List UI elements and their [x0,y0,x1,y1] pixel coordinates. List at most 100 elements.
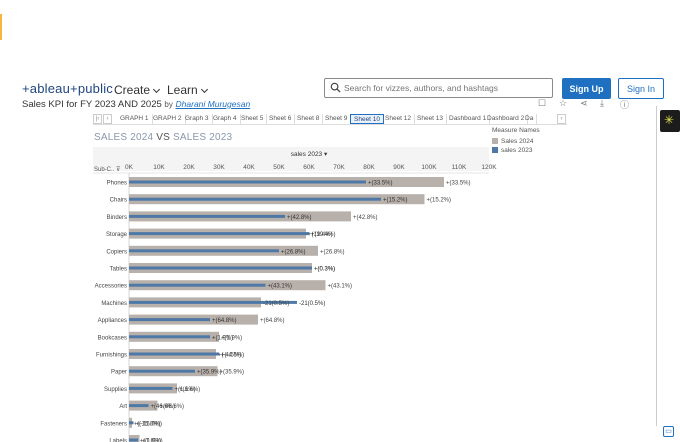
bar-sales-2023 [129,300,297,304]
data-label-2024: +(-4.5%) [218,353,241,359]
x-tick-label: 110K [452,164,467,171]
search-input[interactable] [344,81,549,95]
bar-sales-2023 [129,214,285,218]
tab-sheet-13[interactable]: Sheet 13 [414,114,448,124]
search-box[interactable] [324,78,553,98]
bar-sales-2024 [129,297,261,308]
top-navigation: +ableau+public Create Learn Sign Up Sign… [0,72,680,106]
sign-in-button[interactable]: Sign In [618,78,664,99]
tab-graph-1[interactable]: GRAPH 1 [117,114,153,124]
bar-sales-2024 [129,280,326,291]
data-label-2024: +(1.9%) [221,335,242,341]
x-tick-label: 20K [183,164,195,171]
sparkle-icon: ✳ [664,113,675,127]
data-label-2023: +(19.4%) [311,232,336,238]
author-link[interactable]: Dharani Murugesan [175,99,251,109]
tab-da[interactable]: Da [522,114,538,124]
legend-label: Sales 2024 [501,138,534,145]
bar-sales-2024 [129,314,258,325]
bar-sales-2023 [129,404,149,408]
tab-sheet-8[interactable]: Sheet 8 [294,114,324,124]
viz-divider [656,106,657,426]
toolbar-icon[interactable]: ▭ [663,426,674,437]
bar-sales-2023 [129,421,134,425]
bar-sales-2024 [129,228,306,239]
data-label-2023: +(33.5%) [368,181,393,187]
bar-sales-2023 [129,180,366,184]
x-tick-label: 100K [421,164,437,171]
data-label-2023: +(1.9%) [212,335,233,341]
data-label-2024: +(64.8%) [260,318,285,324]
tab-graph-2[interactable]: GRAPH 2 [150,114,186,124]
legend-item[interactable]: sales 2023 [492,146,540,155]
bar-sales-2023 [129,283,266,287]
category-label: Copiers [106,249,127,255]
data-label-2024: +(26.8%) [320,249,345,255]
bar-sales-2024 [129,383,177,394]
data-label-2023: +(64.8%) [212,318,237,324]
learn-menu[interactable]: Learn [167,83,208,97]
search-icon [330,82,341,93]
data-label-2023: +(26.8%) [281,249,306,255]
next-tab-icon[interactable]: › [557,114,566,124]
tab-sheet-10[interactable]: Sheet 10 [350,114,385,124]
category-label: Binders [107,215,127,221]
data-label-2024: +(1.6%) [179,387,200,393]
chart-title-part1: SALES 2024 [94,132,154,143]
sign-up-button[interactable]: Sign Up [562,78,611,99]
category-label: Supplies [104,387,127,393]
bar-sales-2023 [129,232,309,236]
x-tick-label: 90K [393,164,405,171]
tab-sheet-9[interactable]: Sheet 9 [322,114,352,124]
by-label: by [164,100,173,109]
data-label-2024: -21(0.5%) [263,301,289,307]
bar-sales-2024 [129,435,140,442]
star-icon[interactable]: ☆ [559,98,568,108]
data-label-2023: +(0.3%) [314,267,335,273]
bar-sales-2023 [129,438,138,442]
category-label: Fasteners [100,421,127,427]
x-axis-title: sales 2023 ▾ [291,151,328,158]
tab-sheet-6[interactable]: Sheet 6 [266,114,296,124]
bar-sales-2024 [129,194,425,205]
tab-graph-3[interactable]: Graph 3 [182,114,213,124]
legend: Measure Names Sales 2024 sales 2023 [492,127,540,155]
feedback-button[interactable]: ✳ [660,110,680,132]
share-icon[interactable]: ⋖ [580,98,588,108]
accent-bar [0,14,2,40]
favorite-icon[interactable]: ☐ [538,98,547,108]
first-tab-icon[interactable]: |‹ [93,114,102,124]
create-menu[interactable]: Create [114,83,161,97]
chart-title-part2: SALES 2023 [172,132,233,143]
data-label-2024: +(1.6%) [142,439,163,442]
bar-sales-2023 [129,335,210,339]
tab-sheet-5[interactable]: Sheet 5 [238,114,268,124]
x-tick-label: 60K [303,164,315,171]
legend-item[interactable]: Sales 2024 [492,137,540,146]
bar-sales-2023 [129,249,279,253]
download-icon[interactable]: ⤓ [600,98,604,108]
legend-swatch [492,147,498,153]
data-label-2024: +(33.5%) [446,181,471,187]
prev-tab-icon[interactable]: ‹ [103,114,112,124]
category-label: Paper [111,370,127,376]
data-label-2024: +(42.8%) [353,215,378,221]
chart-title-vs: VS [156,132,170,143]
tab-dashboard-2[interactable]: Dashboard 2 [484,114,529,124]
bar-sales-2023 [129,266,312,270]
tab-graph-4[interactable]: Graph 4 [210,114,241,124]
info-icon[interactable]: ⓘ [620,100,630,110]
tab-dashboard-1[interactable]: Dashboard 1 [446,114,491,124]
data-label-2023: +(-4.5%) [221,353,244,359]
tableau-public-logo[interactable]: +ableau+public [22,81,113,96]
sheet-tabs: |‹ ‹ GRAPH 1 GRAPH 2 Graph 3 Graph 4 Sheet 5… [93,114,567,125]
chart-title: SALES 2024 VS SALES 2023 [94,132,232,143]
category-label: Phones [107,181,127,187]
category-label: Accessories [95,284,127,290]
bar-sales-2024 [129,417,132,428]
bar-sales-2024 [129,177,444,187]
category-label: Appliances [98,318,127,324]
category-label: Chairs [110,198,127,204]
tab-sheet-12[interactable]: Sheet 12 [382,114,416,124]
bar-sales-2023 [129,318,210,322]
